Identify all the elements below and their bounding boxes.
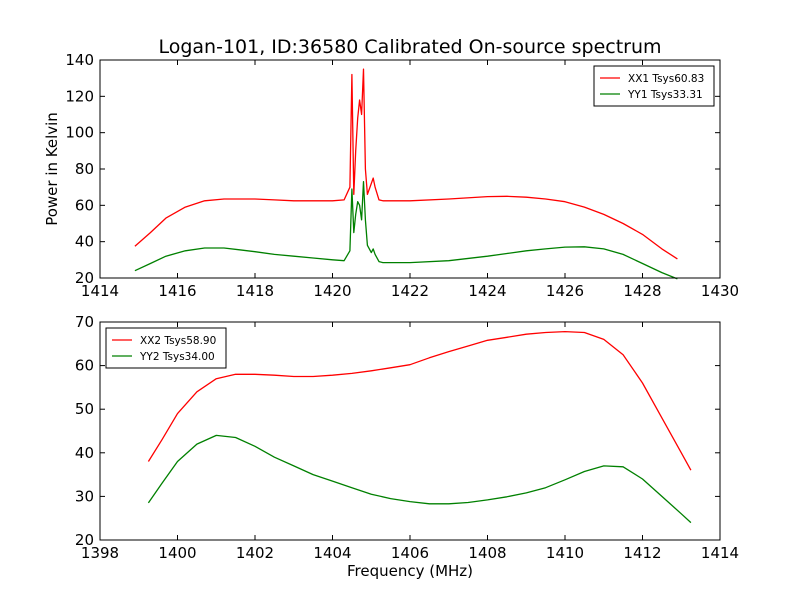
- x-tick-label: 1422: [391, 282, 429, 300]
- y-tick-label: 30: [75, 487, 94, 505]
- y-tick-label: 40: [75, 233, 94, 251]
- y-tick-label: 70: [75, 313, 94, 331]
- top-panel: 1414 1416 1418 1420 1422 1424 1426 1428 1430 20 40…: [65, 51, 739, 300]
- x-tick-label: 1400: [158, 544, 196, 562]
- y-tick-label: 50: [75, 400, 94, 418]
- x-tick-label: 1408: [468, 544, 506, 562]
- series-line-yy1: [134, 181, 678, 280]
- x-tick-label: 1414: [701, 544, 739, 562]
- legend-box: [593, 65, 715, 107]
- x-tick-label: 1426: [546, 282, 584, 300]
- legend-label: XX1 Tsys60.83: [628, 73, 704, 85]
- y-axis-label: Power in Kelvin: [43, 112, 61, 226]
- legend-label: YY1 Tsys33.31: [627, 89, 703, 101]
- legend-box: [105, 327, 227, 369]
- x-tick-label: 1418: [236, 282, 274, 300]
- x-tick-label: 1402: [236, 544, 274, 562]
- y-tick-label: 80: [75, 160, 94, 178]
- y-tick-label: 60: [75, 357, 94, 375]
- y-tick-label: 40: [75, 444, 94, 462]
- x-tick-label: 1398: [81, 544, 119, 562]
- x-tick-label: 1410: [546, 544, 584, 562]
- y-tick-label: 60: [75, 196, 94, 214]
- figure-title: Logan-101, ID:36580 Calibrated On-source…: [158, 36, 661, 58]
- y-tick-label: 20: [75, 269, 94, 287]
- legend-label: YY2 Tsys34.00: [139, 351, 215, 363]
- x-tick-label: 1430: [701, 282, 739, 300]
- y-tick-label: 120: [65, 87, 94, 105]
- series-line-xx1: [134, 68, 678, 260]
- bottom-panel: 1398 1400 1402 1404 1406 1408 1410 1412 1414 20 30…: [75, 313, 739, 562]
- series-line-yy2: [147, 434, 692, 524]
- x-tick-label: 1424: [468, 282, 506, 300]
- x-tick-label: 1406: [391, 544, 429, 562]
- x-tick-label: 1404: [313, 544, 351, 562]
- x-axis-label: Frequency (MHz): [347, 562, 473, 580]
- y-tick-label: 20: [75, 531, 94, 549]
- series-line-xx2: [147, 330, 692, 471]
- x-tick-label: 1414: [81, 282, 119, 300]
- x-tick-label: 1412: [623, 544, 661, 562]
- x-tick-label: 1420: [313, 282, 351, 300]
- y-tick-label: 140: [65, 51, 94, 69]
- x-tick-label: 1416: [158, 282, 196, 300]
- y-tick-label: 100: [65, 124, 94, 142]
- legend-label: XX2 Tsys58.90: [140, 335, 216, 347]
- x-tick-label: 1428: [623, 282, 661, 300]
